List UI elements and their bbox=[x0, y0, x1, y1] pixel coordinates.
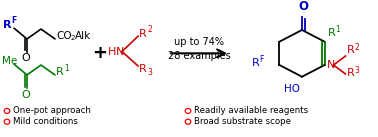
Text: R: R bbox=[251, 58, 259, 68]
Text: R: R bbox=[347, 68, 354, 78]
Text: Mild conditions: Mild conditions bbox=[13, 117, 78, 126]
Text: 2: 2 bbox=[71, 35, 75, 41]
Text: F: F bbox=[259, 55, 264, 64]
Text: HO: HO bbox=[284, 84, 300, 94]
Text: Readily available reagents: Readily available reagents bbox=[194, 106, 308, 115]
Text: R: R bbox=[139, 64, 147, 74]
Text: F: F bbox=[11, 16, 16, 25]
Text: O: O bbox=[298, 0, 308, 13]
Text: CO: CO bbox=[56, 31, 71, 41]
Text: O: O bbox=[22, 90, 30, 100]
Text: R: R bbox=[56, 67, 64, 77]
Text: 28 examples: 28 examples bbox=[167, 51, 230, 61]
Text: 2: 2 bbox=[355, 43, 359, 52]
Text: 1: 1 bbox=[64, 64, 69, 73]
Text: R: R bbox=[139, 28, 147, 38]
Text: 2: 2 bbox=[147, 25, 152, 35]
Text: up to 74%: up to 74% bbox=[174, 37, 224, 47]
Text: H: H bbox=[108, 47, 116, 57]
Text: Alk: Alk bbox=[75, 31, 91, 41]
Text: N: N bbox=[116, 47, 124, 57]
Text: Broad substrate scope: Broad substrate scope bbox=[194, 117, 291, 126]
Text: Me: Me bbox=[2, 56, 17, 66]
Text: R: R bbox=[327, 28, 335, 38]
Text: O: O bbox=[22, 53, 30, 63]
Text: +: + bbox=[93, 44, 107, 62]
Text: 3: 3 bbox=[147, 68, 152, 77]
Text: R: R bbox=[347, 45, 354, 55]
Text: One-pot approach: One-pot approach bbox=[13, 106, 91, 115]
Text: R: R bbox=[3, 20, 11, 30]
Text: 1: 1 bbox=[336, 25, 340, 35]
Text: N: N bbox=[327, 60, 335, 70]
Text: 3: 3 bbox=[355, 66, 359, 75]
